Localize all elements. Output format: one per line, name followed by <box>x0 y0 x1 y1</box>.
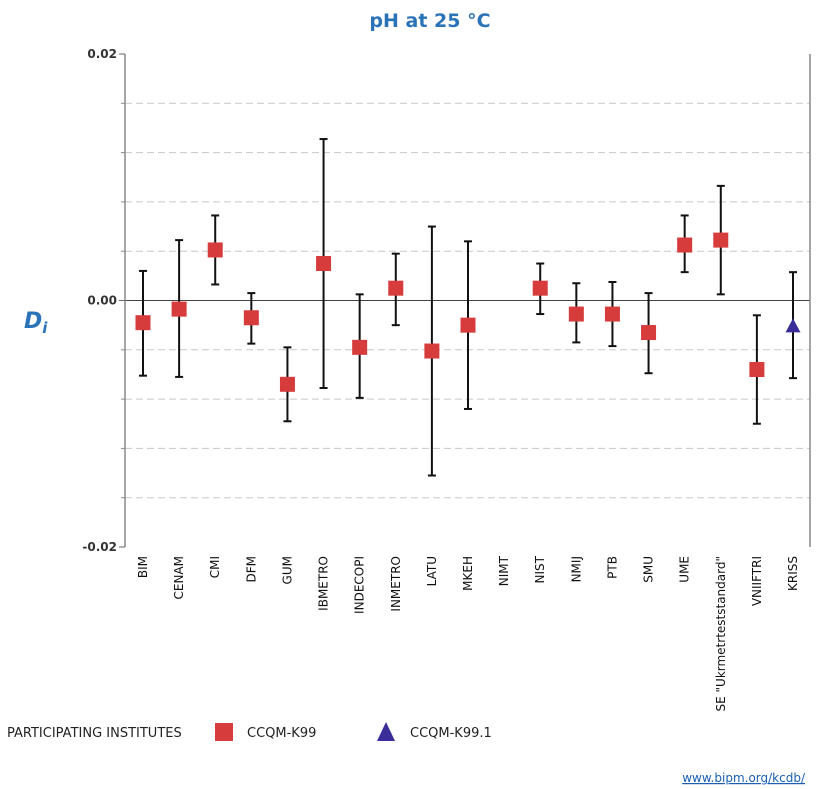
category-label: CENAM <box>172 556 186 600</box>
category-label: LATU <box>425 556 439 586</box>
y-tick-label: 0.02 <box>87 47 117 61</box>
axes <box>119 53 811 548</box>
square-marker <box>604 306 620 322</box>
data-point-ume <box>677 214 693 274</box>
category-label: NIST <box>533 555 547 583</box>
square-marker <box>243 310 259 326</box>
data-point-inmetro <box>388 252 404 327</box>
data-marks <box>135 138 801 477</box>
legend-item-k99-1: CCQM-K99.1 <box>410 726 492 741</box>
square-marker <box>424 343 440 359</box>
y-axis-label-main: D <box>24 309 42 334</box>
square-marker <box>677 237 693 253</box>
category-label: INDECOPI <box>353 556 367 614</box>
category-label: KRISS <box>786 556 800 591</box>
triangle-marker <box>785 318 801 333</box>
kcdb-link[interactable]: www.bipm.org/kcdb/ <box>682 771 806 785</box>
data-point-indecopi <box>352 293 368 399</box>
category-label: DFM <box>244 556 258 583</box>
data-point-latu <box>424 225 440 477</box>
data-point-smu <box>641 292 657 375</box>
category-label: PTB <box>605 556 619 579</box>
square-marker <box>641 325 657 341</box>
category-label: CMI <box>208 556 222 578</box>
data-point-bim <box>135 269 151 377</box>
square-marker <box>352 339 368 355</box>
data-point-vniiftri <box>749 314 765 425</box>
y-tick-label: -0.02 <box>82 540 117 554</box>
square-marker <box>749 362 765 378</box>
data-point-cmi <box>207 214 223 286</box>
category-label: GUM <box>280 556 294 584</box>
category-label: BIM <box>136 556 150 578</box>
y-axis-label-subscript: i <box>42 319 48 337</box>
data-point-nmij <box>568 282 584 344</box>
square-marker <box>207 242 223 258</box>
category-label: MKEH <box>461 556 475 591</box>
category-label: NIMT <box>497 555 511 586</box>
square-marker <box>388 280 404 296</box>
category-label: INMETRO <box>389 556 403 612</box>
y-tick-label: 0.00 <box>87 294 117 308</box>
data-point-nist <box>532 262 548 316</box>
data-point-seukrmetrteststandard <box>713 184 729 296</box>
data-point-mkeh <box>460 240 476 410</box>
y-tick-labels: 0.02 0.00 -0.02 <box>82 47 117 554</box>
category-label: UME <box>678 556 692 583</box>
category-label: IBMETRO <box>317 556 331 611</box>
legend-item-k99: CCQM-K99 <box>247 726 316 741</box>
square-marker <box>279 376 295 392</box>
square-marker <box>713 232 729 248</box>
square-marker <box>532 280 548 296</box>
chart-title: pH at 25 °C <box>369 10 490 32</box>
data-point-cenam <box>171 239 187 378</box>
square-marker <box>316 256 332 272</box>
legend-triangle-icon <box>377 722 395 741</box>
square-marker <box>171 301 187 317</box>
category-label: SE "Ukrmetrteststandard" <box>714 556 728 712</box>
category-label: VNIIFTRI <box>750 556 764 606</box>
data-point-ibmetro <box>316 138 332 390</box>
category-labels: BIM CENAM CMI DFM GUM IBMETRO INDECOPI INMETRO L… <box>136 555 800 711</box>
category-label: SMU <box>642 556 656 583</box>
data-point-kriss <box>785 271 801 380</box>
category-label: NMIJ <box>569 556 583 582</box>
square-marker <box>568 306 584 322</box>
data-point-gum <box>279 346 295 423</box>
legend-square-icon <box>215 723 233 741</box>
data-point-ptb <box>604 281 620 348</box>
y-axis-label: Di <box>24 309 48 337</box>
data-point-dfm <box>243 292 259 345</box>
square-marker <box>135 315 151 331</box>
square-marker <box>460 317 476 333</box>
legend-heading: PARTICIPATING INSTITUTES <box>7 726 182 741</box>
legend: PARTICIPATING INSTITUTES CCQM-K99 CCQM-K… <box>7 722 492 741</box>
